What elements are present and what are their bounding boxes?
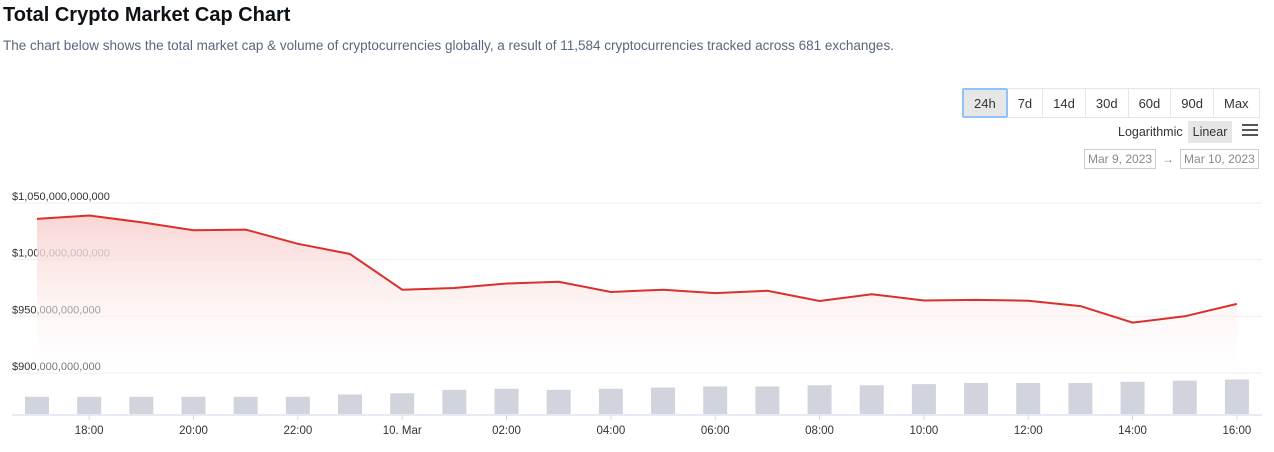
volume-bar: [129, 396, 154, 414]
market-cap-area: [37, 215, 1237, 373]
x-tick-label: 18:00: [75, 425, 104, 437]
data-point: [452, 286, 456, 290]
scale-toggle: Logarithmic Linear: [1113, 121, 1233, 143]
data-point: [139, 220, 143, 224]
range-selector: 24h 7d 14d 30d 60d 90d Max: [962, 88, 1260, 120]
range-button-90d[interactable]: 90d: [1171, 88, 1214, 118]
x-tick-label: 06:00: [701, 425, 730, 437]
x-tick-label: 16:00: [1223, 425, 1252, 437]
volume-bar: [598, 388, 623, 414]
volume-bar: [807, 385, 832, 414]
data-point: [1026, 299, 1030, 303]
data-point: [557, 280, 561, 284]
volume-bar: [285, 396, 310, 414]
data-point: [609, 290, 613, 294]
volume-bar: [911, 384, 936, 414]
volume-bar: [651, 387, 676, 414]
linear-option[interactable]: Linear: [1187, 121, 1233, 143]
range-button-60d[interactable]: 60d: [1128, 88, 1172, 118]
data-point: [974, 298, 978, 302]
x-tick-label: 04:00: [596, 425, 625, 437]
volume-bar: [1172, 380, 1197, 414]
volume-bar: [181, 396, 206, 414]
arrow-right-icon: →: [1162, 152, 1175, 166]
data-point: [765, 289, 769, 293]
data-point: [1131, 321, 1135, 325]
data-point: [1078, 304, 1082, 308]
volume-bar: [494, 388, 519, 414]
data-point: [818, 299, 822, 303]
volume-bar: [233, 396, 258, 414]
volume-bar: [338, 394, 363, 414]
volume-bar: [1068, 382, 1093, 414]
volume-bar: [1016, 382, 1041, 414]
volume-bar: [442, 389, 467, 414]
logarithmic-option[interactable]: Logarithmic: [1118, 125, 1183, 139]
data-point: [192, 228, 196, 232]
volume-bar: [546, 389, 571, 414]
data-point: [713, 291, 717, 295]
volume-bar: [964, 382, 989, 414]
range-button-max[interactable]: Max: [1213, 88, 1260, 118]
date-range: Mar 9, 2023 → Mar 10, 2023: [1084, 149, 1259, 169]
data-point: [870, 292, 874, 296]
data-point: [400, 288, 404, 292]
data-point: [505, 281, 509, 285]
x-tick-label: 02:00: [492, 425, 521, 437]
data-point: [661, 288, 665, 292]
volume-bar: [77, 396, 102, 414]
page-description: The chart below shows the total market c…: [3, 38, 894, 53]
x-tick-label: 10. Mar: [383, 425, 422, 437]
x-tick-label: 20:00: [179, 425, 208, 437]
hamburger-menu-icon[interactable]: [1242, 124, 1258, 138]
market-cap-chart: $1,050,000,000,000$1,000,000,000,000$950…: [12, 191, 1262, 437]
x-tick-label: 14:00: [1118, 425, 1147, 437]
volume-bar: [390, 393, 415, 414]
volume-bar: [25, 396, 49, 414]
volume-bar: [1224, 379, 1249, 414]
market-cap-line: [36, 214, 1238, 324]
data-point: [348, 252, 352, 256]
x-tick-label: 22:00: [283, 425, 312, 437]
range-button-7d[interactable]: 7d: [1007, 88, 1044, 118]
data-point: [1183, 314, 1187, 318]
data-point: [296, 242, 300, 246]
data-point: [922, 298, 926, 302]
range-button-14d[interactable]: 14d: [1043, 88, 1086, 118]
volume-bar: [1120, 381, 1145, 414]
y-tick-label: $1,050,000,000,000: [12, 191, 110, 203]
page-title: Total Crypto Market Cap Chart: [3, 4, 291, 26]
data-point: [35, 217, 39, 221]
x-tick-label: 08:00: [805, 425, 834, 437]
range-button-24h[interactable]: 24h: [962, 88, 1008, 118]
x-tick-label: 10:00: [909, 425, 938, 437]
data-point: [244, 228, 248, 232]
data-point: [1235, 302, 1239, 306]
range-button-30d[interactable]: 30d: [1085, 88, 1129, 118]
date-to-input[interactable]: Mar 10, 2023: [1180, 149, 1259, 169]
volume-bar: [703, 386, 728, 414]
x-tick-label: 12:00: [1014, 425, 1043, 437]
volume-bar: [755, 386, 780, 414]
volume-bar: [859, 385, 884, 414]
date-from-input[interactable]: Mar 9, 2023: [1084, 149, 1157, 169]
data-point: [87, 213, 91, 217]
